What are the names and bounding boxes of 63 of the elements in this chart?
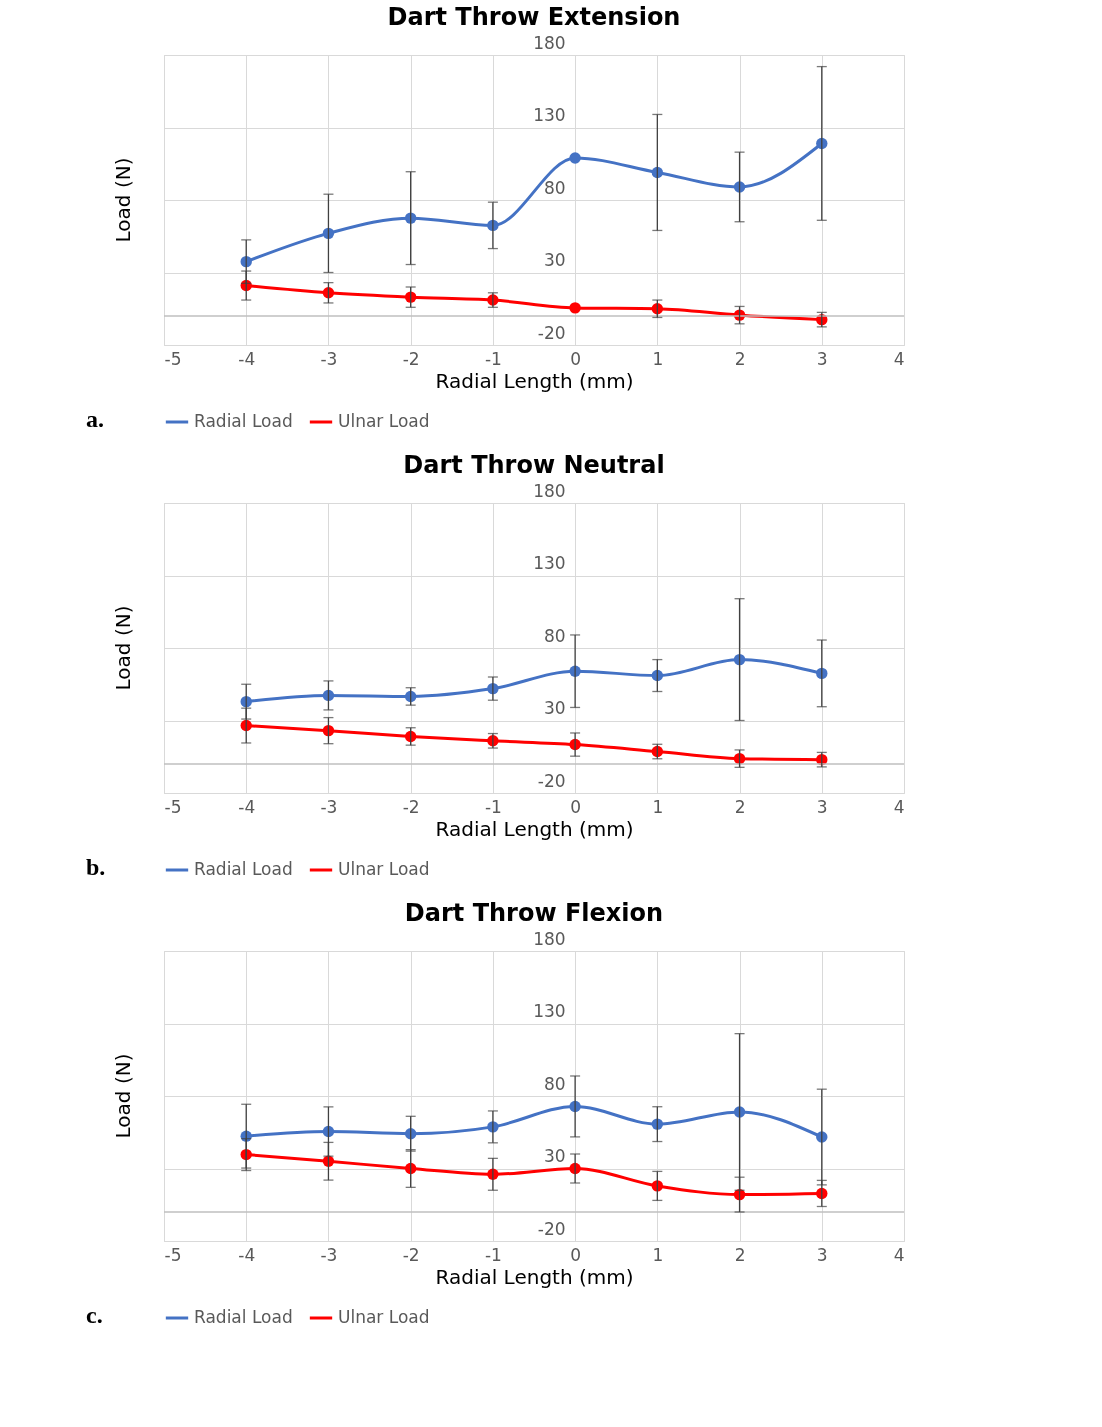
chart-title: Dart Throw Neutral <box>403 451 665 479</box>
y-tick-label: 80 <box>543 625 566 646</box>
y-tick-label: -20 <box>537 1218 566 1239</box>
x-tick-label: -2 <box>402 1244 420 1265</box>
x-tick-label: -5 <box>164 1244 182 1265</box>
x-axis-title: Radial Length (mm) <box>435 816 634 841</box>
y-tick-label: -20 <box>537 770 566 791</box>
legend-label: Ulnar Load <box>338 859 430 879</box>
y-tick-label: 80 <box>543 1073 566 1094</box>
x-tick-label: 3 <box>816 796 828 817</box>
legend-label: Radial Load <box>194 411 293 431</box>
x-tick-label: -5 <box>164 796 182 817</box>
y-tick-label: 180 <box>533 480 566 501</box>
x-tick-label: -5 <box>164 348 182 369</box>
x-tick-label: -1 <box>484 348 502 369</box>
text: b. <box>86 854 106 880</box>
chart-title: Dart Throw Flexion <box>404 899 664 927</box>
y-tick-label: 130 <box>533 105 566 125</box>
x-tick-label: 0 <box>570 1244 582 1265</box>
y-tick-label: 180 <box>533 32 566 53</box>
x-tick-label: -2 <box>402 348 420 369</box>
x-tick-label: -4 <box>238 796 256 817</box>
x-tick-label: 4 <box>893 1244 905 1265</box>
x-tick-label: 4 <box>893 348 905 369</box>
x-tick-label: 3 <box>816 348 828 369</box>
legend-label: Radial Load <box>194 1307 293 1327</box>
x-tick-label: 1 <box>652 348 664 369</box>
y-tick-label: 130 <box>533 553 566 573</box>
legend-label: Ulnar Load <box>338 1307 430 1327</box>
x-axis-title: Radial Length (mm) <box>435 368 634 393</box>
y-tick-label: 30 <box>543 698 566 718</box>
y-axis-title: Load (N) <box>111 1053 135 1139</box>
x-tick-label: -3 <box>320 348 338 369</box>
x-tick-label: -1 <box>484 1244 502 1265</box>
x-tick-label: -1 <box>484 796 502 817</box>
x-tick-label: -3 <box>320 1244 338 1265</box>
x-tick-label: 1 <box>652 1244 664 1265</box>
y-tick-label: 180 <box>533 928 566 949</box>
y-tick-label: 30 <box>543 250 566 270</box>
x-tick-label: 3 <box>816 1244 828 1265</box>
x-tick-label: -4 <box>238 1244 256 1265</box>
y-axis-title: Load (N) <box>111 605 135 691</box>
x-tick-label: -2 <box>402 796 420 817</box>
text: c. <box>86 1302 103 1328</box>
legend-label: Radial Load <box>194 859 293 879</box>
x-axis-title: Radial Length (mm) <box>435 1264 634 1289</box>
legend-label: Ulnar Load <box>338 411 430 431</box>
x-tick-label: -4 <box>238 348 256 369</box>
y-tick-label: 80 <box>543 177 566 198</box>
y-tick-label: -20 <box>537 322 566 343</box>
x-tick-label: 0 <box>570 796 582 817</box>
x-tick-label: 2 <box>734 348 746 369</box>
x-tick-label: 2 <box>734 796 746 817</box>
y-tick-label: 130 <box>533 1001 566 1021</box>
y-tick-label: 30 <box>543 1146 566 1166</box>
chart-title: Dart Throw Extension <box>387 3 681 31</box>
y-axis-title: Load (N) <box>111 157 135 243</box>
x-tick-label: 4 <box>893 796 905 817</box>
text: a. <box>86 406 104 432</box>
x-tick-label: 1 <box>652 796 664 817</box>
x-tick-label: 2 <box>734 1244 746 1265</box>
x-tick-label: -3 <box>320 796 338 817</box>
x-tick-label: 0 <box>570 348 582 369</box>
